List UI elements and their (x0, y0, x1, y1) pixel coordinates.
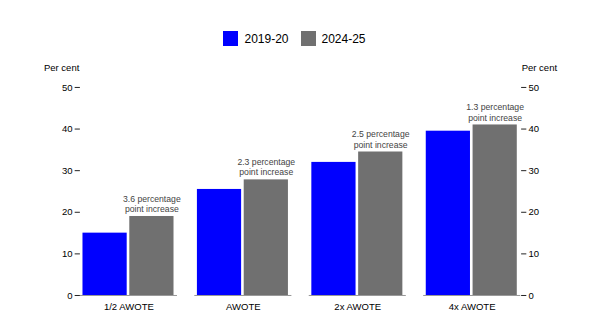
svg-text:30: 30 (62, 165, 73, 176)
svg-text:1.3 percentagepoint increase: 1.3 percentagepoint increase (466, 102, 524, 122)
svg-text:2.5 percentagepoint increase: 2.5 percentagepoint increase (352, 129, 410, 149)
svg-text:0: 0 (67, 290, 72, 301)
svg-text:1/2 AWOTE: 1/2 AWOTE (104, 301, 154, 312)
svg-text:2.3 percentagepoint increase: 2.3 percentagepoint increase (237, 157, 295, 177)
svg-text:10: 10 (528, 248, 539, 259)
svg-text:Per cent: Per cent (44, 62, 80, 73)
svg-text:3.6 percentagepoint increase: 3.6 percentagepoint increase (123, 194, 181, 214)
svg-text:0: 0 (528, 290, 533, 301)
svg-text:50: 50 (62, 81, 73, 92)
html-text:2024-25: 2024-25 (321, 31, 366, 46)
svg-text:4x AWOTE: 4x AWOTE (449, 301, 496, 312)
svg-text:20: 20 (528, 206, 539, 217)
svg-text:2x AWOTE: 2x AWOTE (334, 301, 381, 312)
svg-text:Per cent: Per cent (522, 62, 558, 73)
svg-text:40: 40 (528, 123, 539, 134)
svg-text:10: 10 (62, 248, 73, 259)
html-text:2019-20: 2019-20 (244, 31, 289, 46)
svg-text:AWOTE: AWOTE (226, 301, 261, 312)
svg-text:30: 30 (528, 165, 539, 176)
svg-text:40: 40 (62, 123, 73, 134)
svg-text:20: 20 (62, 206, 73, 217)
svg-text:50: 50 (528, 81, 539, 92)
